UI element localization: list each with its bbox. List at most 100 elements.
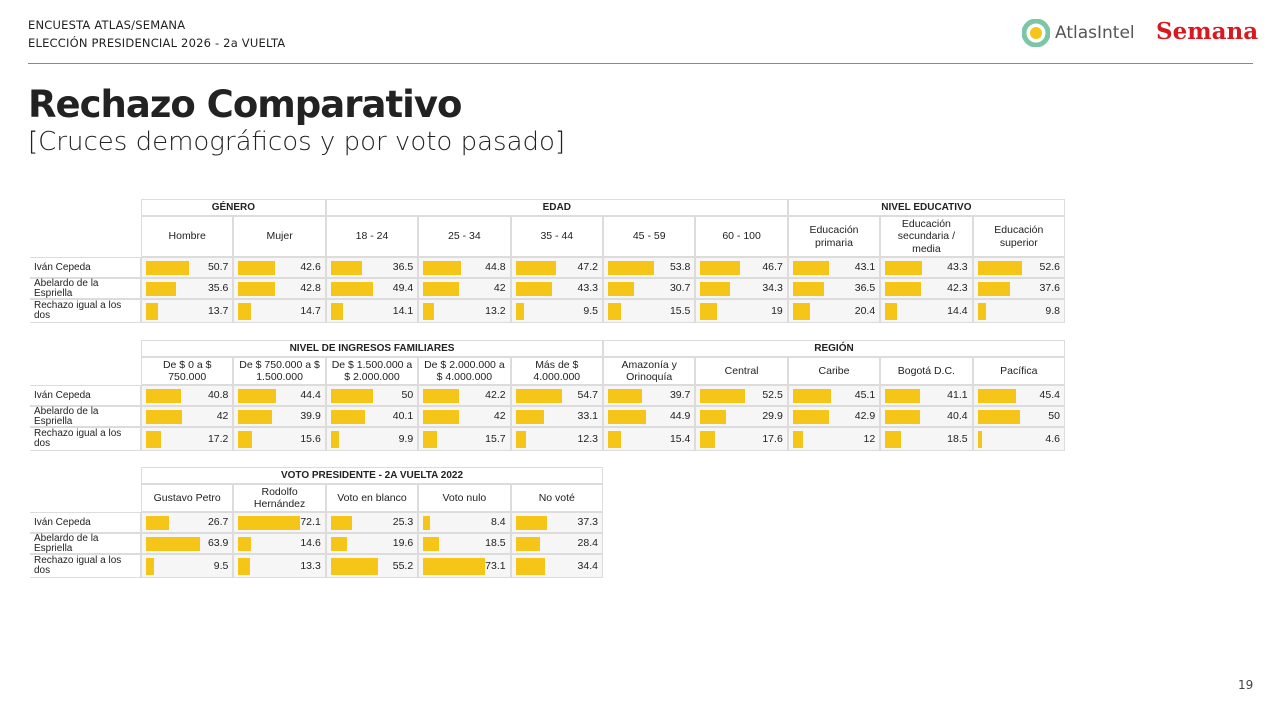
data-cell: 42.8 <box>233 278 326 299</box>
value-label: 63.9 <box>207 537 229 550</box>
value-label: 26.7 <box>207 516 229 529</box>
data-cell: 45.1 <box>787 385 881 406</box>
value-label: 45.1 <box>854 389 876 402</box>
value-label: 42.6 <box>300 261 321 274</box>
data-bar <box>977 410 1021 424</box>
column-header: Mujer <box>233 216 326 257</box>
data-bar <box>238 303 251 320</box>
value-label: 37.6 <box>1039 282 1060 295</box>
value-label: 12 <box>863 432 876 445</box>
data-bar <box>238 410 273 424</box>
data-cell: 15.6 <box>233 427 326 451</box>
value-label: 72.1 <box>300 516 321 529</box>
data-bar <box>885 282 922 296</box>
data-bar <box>330 410 365 424</box>
data-cell: 45.4 <box>972 385 1065 406</box>
column-header: No voté <box>510 484 603 512</box>
value-label: 37.3 <box>577 516 598 529</box>
data-bar <box>700 303 717 320</box>
data-cell: 36.5 <box>787 278 881 299</box>
value-label: 28.4 <box>577 537 598 550</box>
data-cell: 37.3 <box>510 512 603 533</box>
value-label: 19.6 <box>392 537 414 550</box>
data-cell: 20.4 <box>787 299 881 323</box>
data-cell: 39.7 <box>603 385 696 406</box>
data-cell: 36.5 <box>325 257 419 278</box>
data-bar <box>330 282 373 296</box>
data-cell: 19.6 <box>325 533 419 554</box>
row-label: Rechazo igual a los dos <box>30 554 141 578</box>
value-label: 33.1 <box>577 410 598 423</box>
data-bar <box>238 537 251 551</box>
value-label: 49.4 <box>392 282 414 295</box>
value-label: 13.3 <box>300 559 321 572</box>
data-cell: 9.5 <box>510 299 603 323</box>
data-cell: 42.2 <box>418 385 511 406</box>
data-bar <box>423 282 459 296</box>
data-cell: 42 <box>141 406 234 427</box>
group-header: GÉNERO <box>141 199 326 216</box>
data-bar <box>238 516 300 530</box>
data-bar <box>238 558 250 575</box>
value-label: 42.9 <box>854 410 876 423</box>
value-label: 25.3 <box>392 516 414 529</box>
data-cell: 72.1 <box>233 512 326 533</box>
column-header: 25 - 34 <box>418 216 511 257</box>
value-label: 20.4 <box>854 304 876 317</box>
row-label: Abelardo de la Espriella <box>30 278 141 299</box>
value-label: 45.4 <box>1039 389 1060 402</box>
value-label: 15.6 <box>300 432 321 445</box>
data-cell: 14.4 <box>880 299 973 323</box>
data-cell: 35.6 <box>141 278 234 299</box>
value-label: 9.9 <box>398 432 414 445</box>
data-cell: 12 <box>787 427 881 451</box>
data-cell: 37.6 <box>972 278 1065 299</box>
row-label: Rechazo igual a los dos <box>30 427 141 451</box>
value-label: 44.4 <box>300 389 321 402</box>
data-bar <box>792 303 811 320</box>
column-header: Educación secundaria / media <box>880 216 973 257</box>
column-header: 45 - 59 <box>603 216 696 257</box>
value-label: 40.4 <box>947 410 968 423</box>
data-cell: 42.6 <box>233 257 326 278</box>
value-label: 36.5 <box>854 282 876 295</box>
data-cell: 40.1 <box>325 406 419 427</box>
data-bar <box>330 389 374 403</box>
value-label: 18.5 <box>947 432 968 445</box>
data-cell: 19 <box>695 299 788 323</box>
column-header: Rodolfo Hernández <box>233 484 326 512</box>
value-label: 14.7 <box>300 304 321 317</box>
data-cell: 39.9 <box>233 406 326 427</box>
data-cell: 41.1 <box>880 385 973 406</box>
row-label: Iván Cepeda <box>30 512 141 533</box>
column-header: Educación primaria <box>787 216 881 257</box>
data-bar <box>146 431 161 448</box>
value-label: 13.2 <box>485 304 506 317</box>
group-header: REGIÓN <box>603 340 1065 357</box>
data-bar <box>423 410 459 424</box>
value-label: 46.7 <box>762 261 783 274</box>
data-cell: 44.8 <box>418 257 511 278</box>
data-cell: 25.3 <box>325 512 419 533</box>
value-label: 42 <box>493 410 506 423</box>
column-header: Hombre <box>141 216 234 257</box>
value-label: 18.5 <box>485 537 506 550</box>
data-cell: 28.4 <box>510 533 603 554</box>
row-label: Rechazo igual a los dos <box>30 299 141 323</box>
data-bar <box>792 282 824 296</box>
group-header: NIVEL EDUCATIVO <box>787 199 1065 216</box>
data-cell: 30.7 <box>603 278 696 299</box>
value-label: 30.7 <box>669 282 691 295</box>
data-cell: 52.5 <box>695 385 788 406</box>
data-bar <box>423 261 462 275</box>
data-bar <box>146 261 190 275</box>
data-bar <box>515 389 563 403</box>
data-cell: 14.7 <box>233 299 326 323</box>
data-cell: 42.9 <box>787 406 881 427</box>
data-bar <box>330 558 378 575</box>
data-cell: 42 <box>418 278 511 299</box>
data-cell: 17.2 <box>141 427 234 451</box>
value-label: 9.8 <box>1045 304 1060 317</box>
data-cell: 26.7 <box>141 512 234 533</box>
column-header: De $ 0 a $ 750.000 <box>141 357 234 385</box>
